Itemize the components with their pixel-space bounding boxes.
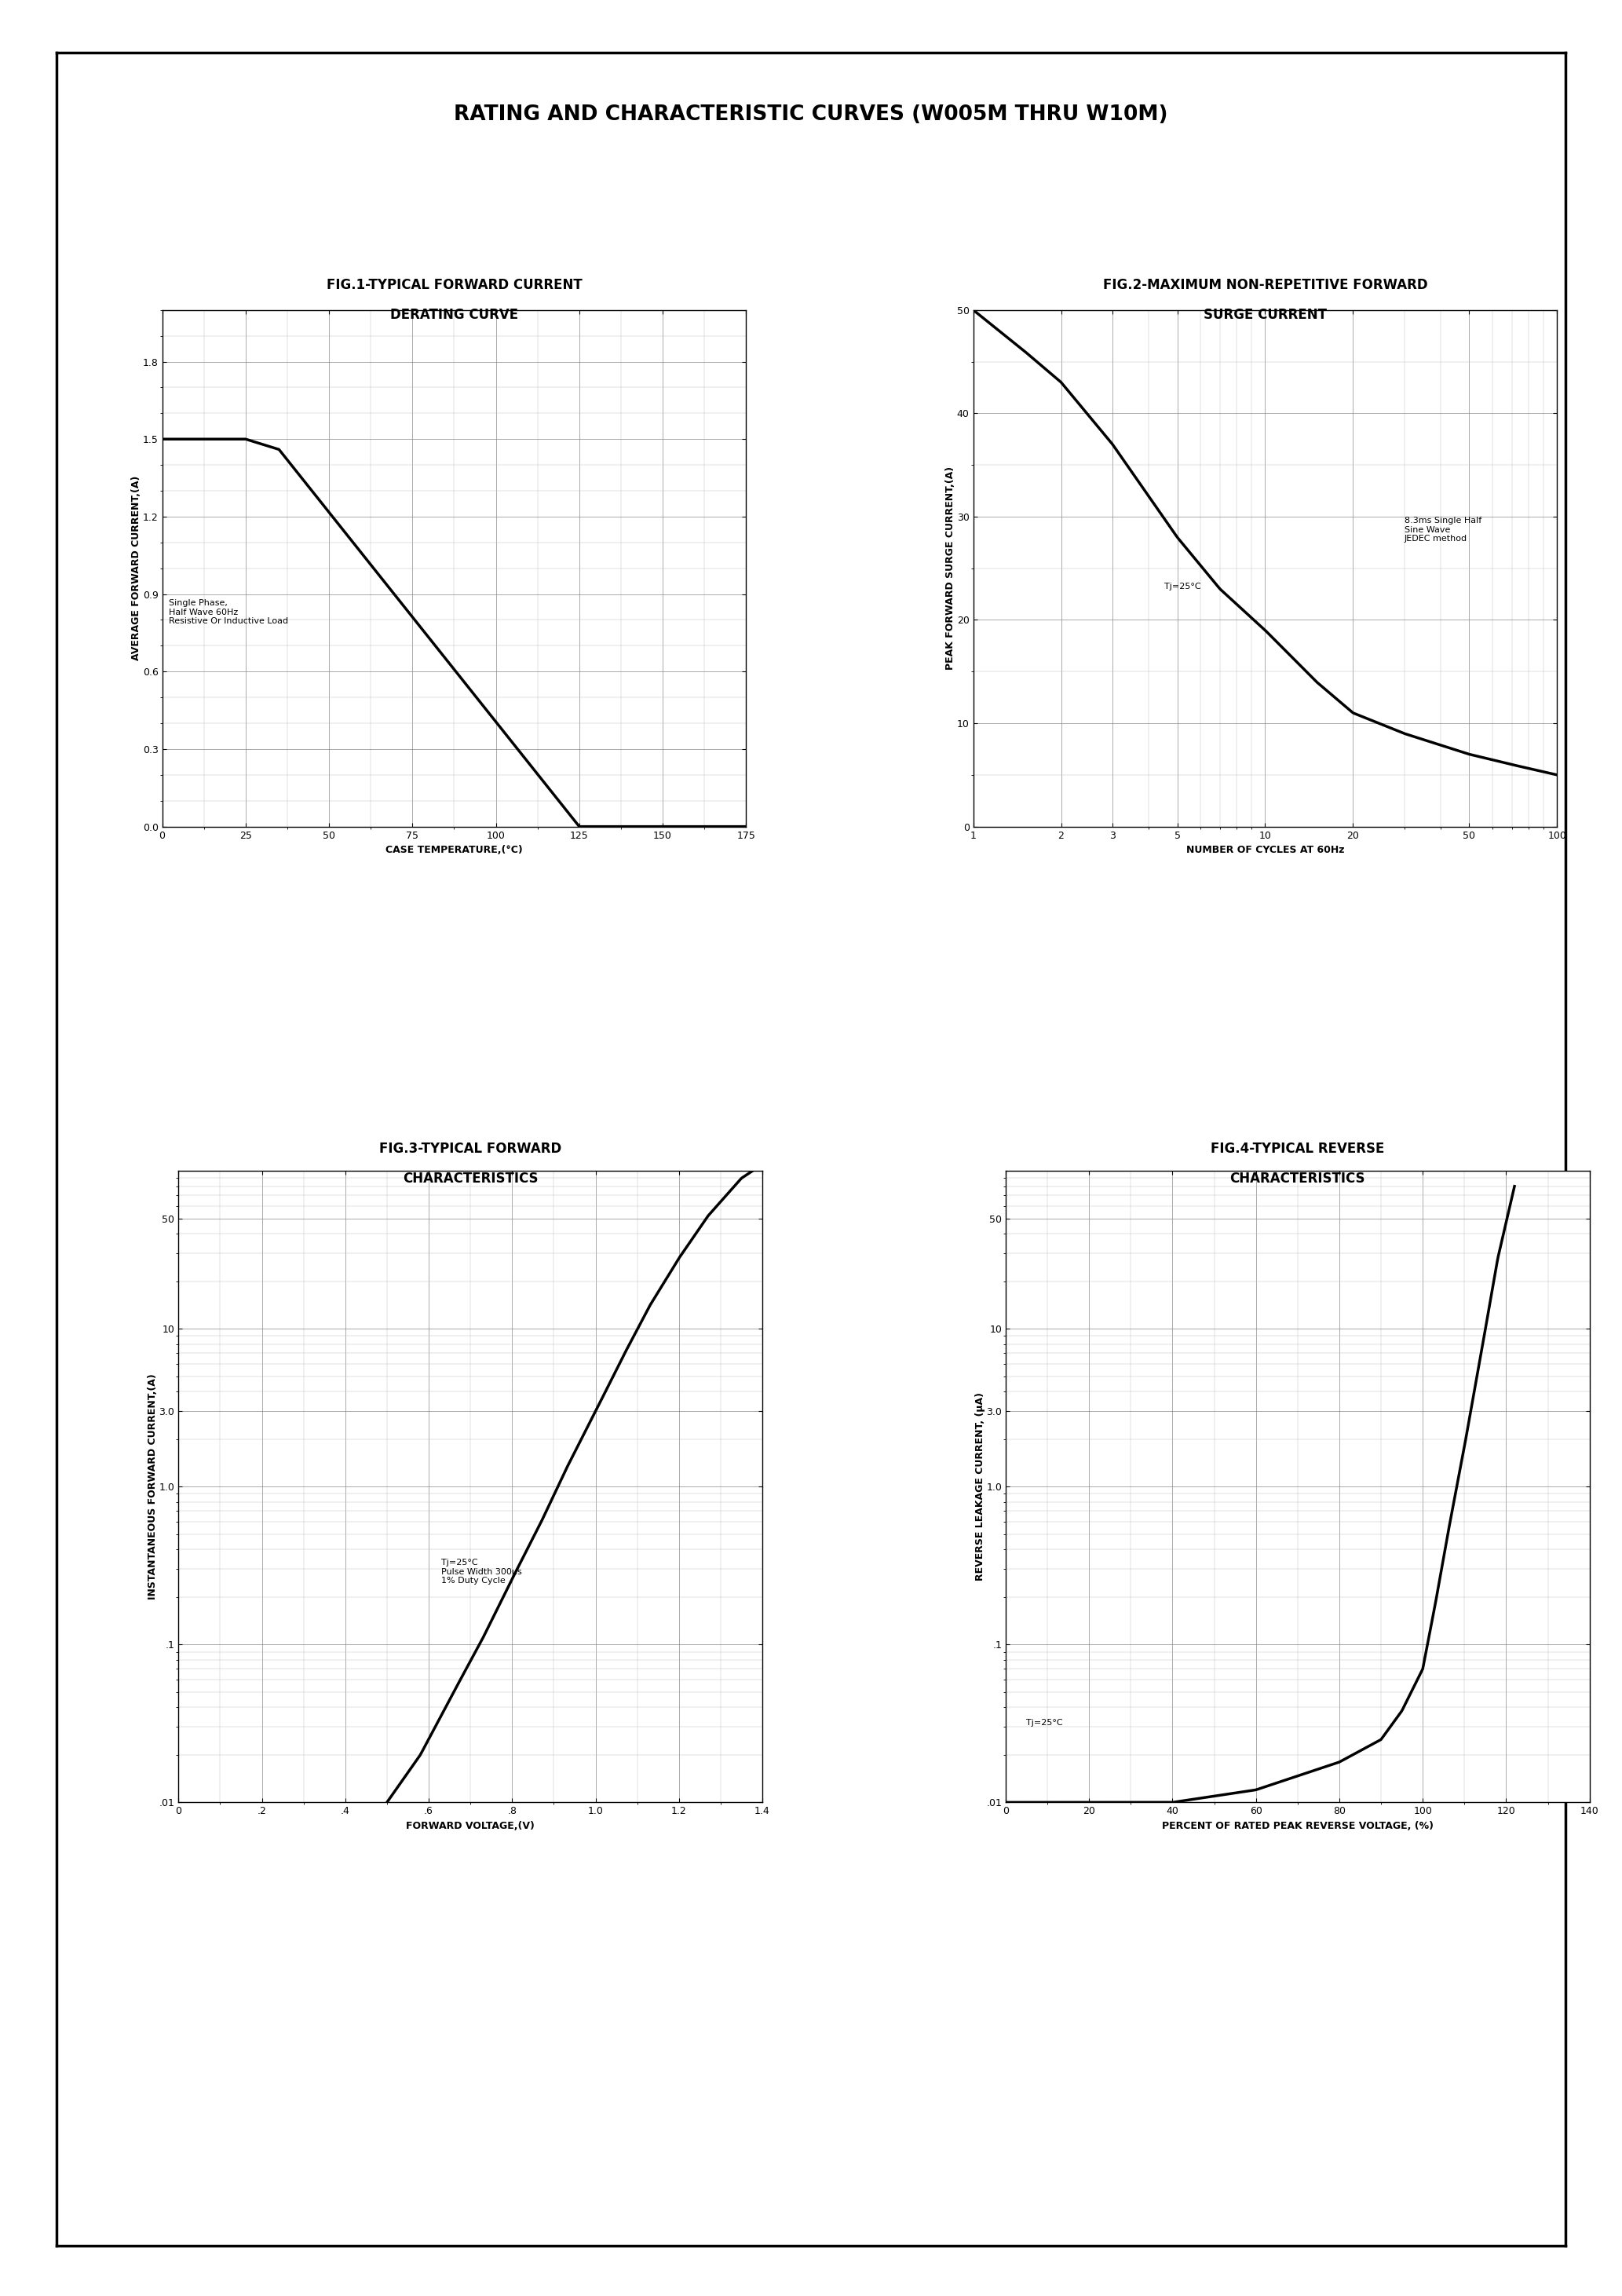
Text: FIG.1-TYPICAL FORWARD CURRENT: FIG.1-TYPICAL FORWARD CURRENT [326, 278, 582, 292]
Text: DERATING CURVE: DERATING CURVE [391, 308, 517, 321]
Y-axis label: PEAK FORWARD SURGE CURRENT,(A): PEAK FORWARD SURGE CURRENT,(A) [946, 466, 955, 670]
X-axis label: NUMBER OF CYCLES AT 60Hz: NUMBER OF CYCLES AT 60Hz [1186, 845, 1345, 854]
Text: FIG.2-MAXIMUM NON-REPETITIVE FORWARD: FIG.2-MAXIMUM NON-REPETITIVE FORWARD [1103, 278, 1427, 292]
Text: Single Phase,
Half Wave 60Hz
Resistive Or Inductive Load: Single Phase, Half Wave 60Hz Resistive O… [169, 599, 289, 625]
X-axis label: CASE TEMPERATURE,(°C): CASE TEMPERATURE,(°C) [386, 845, 522, 854]
Text: Tj=25°C
Pulse Width 300us
1% Duty Cycle: Tj=25°C Pulse Width 300us 1% Duty Cycle [441, 1559, 522, 1584]
Y-axis label: INSTANTANEOUS FORWARD CURRENT,(A): INSTANTANEOUS FORWARD CURRENT,(A) [148, 1373, 157, 1600]
Text: Tj=25°C: Tj=25°C [1027, 1720, 1062, 1727]
Text: CHARACTERISTICS: CHARACTERISTICS [1229, 1171, 1366, 1185]
X-axis label: FORWARD VOLTAGE,(V): FORWARD VOLTAGE,(V) [406, 1821, 535, 1830]
Text: SURGE CURRENT: SURGE CURRENT [1204, 308, 1327, 321]
Text: CHARACTERISTICS: CHARACTERISTICS [402, 1171, 539, 1185]
Text: RATING AND CHARACTERISTIC CURVES (W005M THRU W10M): RATING AND CHARACTERISTIC CURVES (W005M … [454, 106, 1168, 124]
Text: Tj=25°C: Tj=25°C [1165, 583, 1200, 590]
Text: FIG.4-TYPICAL REVERSE: FIG.4-TYPICAL REVERSE [1210, 1141, 1385, 1155]
X-axis label: PERCENT OF RATED PEAK REVERSE VOLTAGE, (%): PERCENT OF RATED PEAK REVERSE VOLTAGE, (… [1161, 1821, 1434, 1830]
Y-axis label: REVERSE LEAKAGE CURRENT, (μA): REVERSE LEAKAGE CURRENT, (μA) [975, 1391, 985, 1582]
Text: 8.3ms Single Half
Sine Wave
JEDEC method: 8.3ms Single Half Sine Wave JEDEC method [1405, 517, 1481, 542]
Y-axis label: AVERAGE FORWARD CURRENT,(A): AVERAGE FORWARD CURRENT,(A) [131, 475, 141, 661]
Text: FIG.3-TYPICAL FORWARD: FIG.3-TYPICAL FORWARD [380, 1141, 561, 1155]
